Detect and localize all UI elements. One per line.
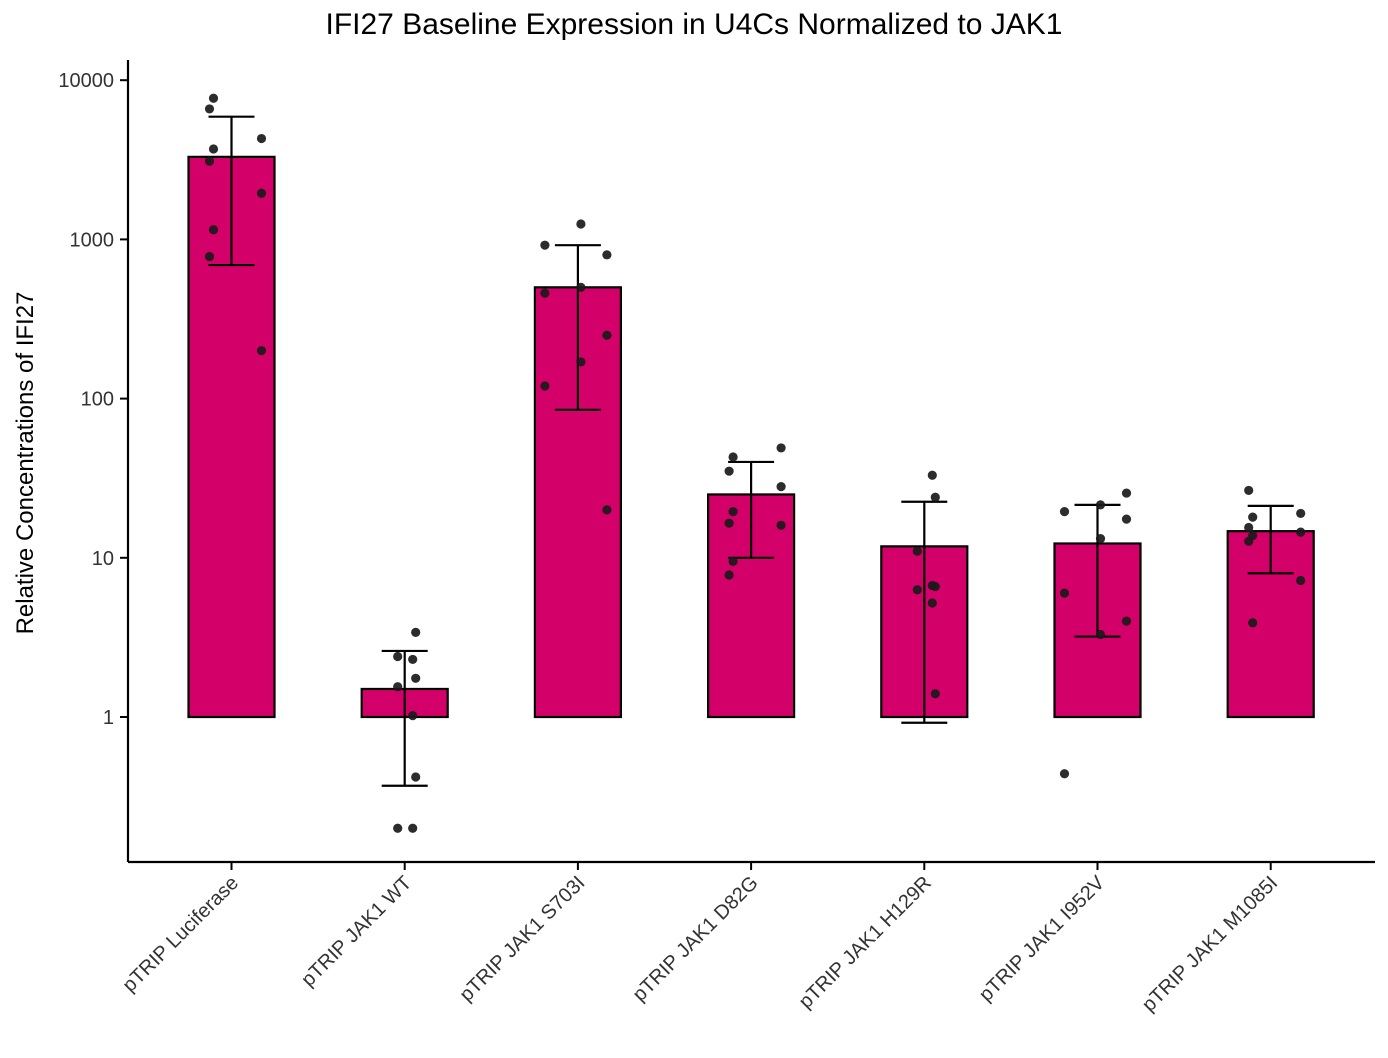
data-point — [1244, 485, 1254, 496]
data-point — [1121, 616, 1132, 626]
data-point — [724, 570, 734, 580]
data-point — [408, 711, 418, 721]
data-point — [411, 772, 421, 782]
data-point — [912, 546, 922, 556]
data-point — [602, 505, 612, 515]
data-point — [204, 156, 215, 166]
data-point — [208, 225, 219, 235]
data-point — [776, 520, 786, 530]
data-point — [208, 93, 219, 103]
y-tick-label: 1 — [103, 707, 114, 729]
data-point — [1095, 534, 1106, 544]
data-point — [408, 823, 418, 833]
data-point — [728, 507, 738, 517]
data-point — [540, 381, 550, 391]
data-point — [1095, 500, 1106, 510]
data-point — [1121, 514, 1132, 524]
data-point — [912, 585, 922, 595]
data-point — [930, 689, 940, 699]
data-point — [208, 144, 219, 154]
data-point — [1244, 522, 1254, 533]
y-tick-label: 10 — [92, 548, 114, 570]
data-point — [393, 651, 403, 662]
data-point — [256, 346, 267, 356]
data-point — [576, 219, 586, 229]
bar-4 — [706, 493, 796, 719]
data-point — [776, 482, 786, 492]
data-point — [256, 133, 267, 144]
data-point — [393, 823, 403, 833]
data-point — [204, 104, 215, 114]
data-point — [393, 682, 403, 692]
data-point — [602, 330, 612, 340]
data-point — [411, 673, 421, 683]
data-point — [1059, 588, 1070, 598]
x-tick-label: pTRIP JAK1 D82G — [629, 872, 763, 1006]
data-point — [728, 452, 738, 462]
data-point — [724, 518, 734, 528]
x-tick-label: pTRIP JAK1 M1085I — [1138, 872, 1282, 1016]
data-point — [1248, 512, 1258, 522]
data-point — [1059, 769, 1070, 779]
data-point — [930, 492, 940, 502]
data-point — [256, 188, 267, 198]
data-point — [927, 598, 937, 608]
data-point — [1059, 507, 1070, 517]
data-point — [576, 357, 586, 367]
data-point — [1244, 536, 1254, 546]
data-point — [930, 581, 940, 592]
data-point — [411, 627, 421, 637]
y-tick-label: 10000 — [58, 70, 114, 92]
x-tick-label: pTRIP JAK1 H129R — [795, 872, 936, 1013]
data-point — [602, 250, 612, 260]
data-point — [1248, 618, 1258, 628]
data-point — [1121, 488, 1132, 498]
chart-title: IFI27 Baseline Expression in U4Cs Normal… — [325, 8, 1063, 41]
data-point — [576, 282, 586, 292]
x-tick-label: pTRIP JAK1 WT — [297, 872, 416, 991]
x-tick-label: pTRIP Luciferase — [118, 872, 243, 997]
data-point — [1095, 629, 1106, 640]
data-point — [1296, 527, 1306, 537]
x-tick-label: pTRIP JAK1 S703I — [455, 872, 589, 1006]
data-point — [408, 654, 418, 665]
data-point — [927, 470, 937, 480]
data-point — [540, 240, 550, 250]
data-point — [540, 288, 550, 298]
y-tick-label: 100 — [81, 389, 114, 411]
data-point — [1296, 575, 1306, 586]
data-point — [724, 466, 734, 476]
data-point — [728, 556, 738, 566]
data-point — [776, 443, 786, 453]
x-tick-label: pTRIP JAK1 I952V — [975, 872, 1109, 1006]
data-point — [1296, 508, 1306, 519]
y-tick-label: 1000 — [70, 229, 115, 251]
data-point — [204, 251, 215, 262]
